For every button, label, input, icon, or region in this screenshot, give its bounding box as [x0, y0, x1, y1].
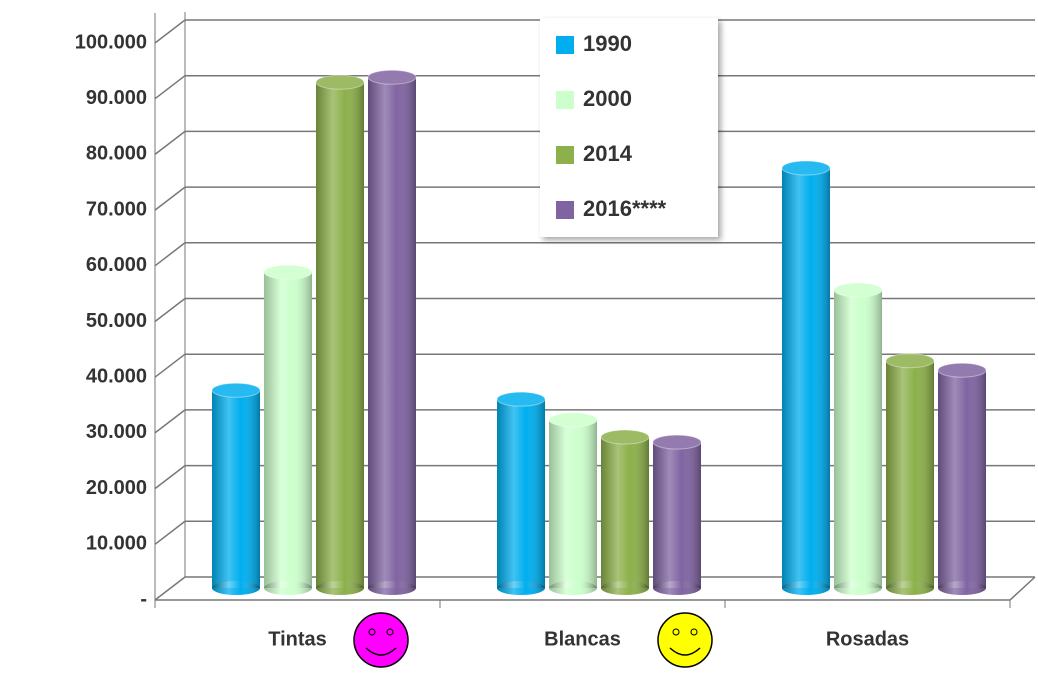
cylinder-top — [315, 74, 365, 90]
legend: 1990 2000 2014 2016**** — [540, 18, 718, 237]
cylinder-top — [885, 353, 935, 369]
legend-swatch — [556, 146, 574, 164]
cylinder-shade — [834, 290, 882, 588]
y-tick-label: - — [140, 588, 147, 610]
cylinder-top-light — [601, 430, 649, 445]
cylinder — [600, 429, 650, 595]
cylinder-top-light — [653, 435, 701, 450]
grid-line — [154, 297, 1035, 323]
y-tick-label: 60.000 — [86, 254, 147, 276]
cylinder-shade — [886, 360, 934, 588]
cylinder — [781, 160, 831, 595]
cylinder-top — [833, 282, 883, 298]
legend-swatch — [556, 91, 574, 109]
cylinder — [367, 69, 417, 595]
grid-line — [154, 464, 1035, 490]
x-tick-label: Blancas — [544, 628, 621, 650]
y-tick-label: 100.000 — [75, 31, 147, 53]
x-tick-label: Tintas — [268, 628, 327, 650]
legend-label: 1990 — [583, 31, 632, 56]
cylinder — [263, 264, 313, 595]
cylinder — [833, 282, 883, 595]
smiley — [657, 612, 713, 668]
y-tick-label: 90.000 — [86, 87, 147, 109]
legend-swatch — [556, 201, 574, 219]
cylinder — [652, 434, 702, 595]
cylinder-top — [652, 434, 702, 450]
cylinder-shade — [212, 390, 260, 588]
cylinder-top-light — [782, 161, 830, 176]
cylinder-shade — [368, 77, 416, 588]
cylinder-shade — [497, 399, 545, 588]
cylinder-top-light — [886, 353, 934, 368]
cylinder — [496, 391, 546, 595]
cylinder-top-light — [834, 283, 882, 298]
y-tick-label: 30.000 — [86, 421, 147, 443]
cylinder — [937, 362, 987, 595]
legend-label: 2014 — [583, 141, 633, 166]
cylinder-top — [496, 391, 546, 407]
cylinder-top — [937, 362, 987, 378]
y-tick-label: 80.000 — [86, 143, 147, 165]
grid-line — [154, 242, 1035, 267]
cylinder — [211, 382, 261, 595]
grid-line — [154, 19, 1035, 44]
grid-line — [154, 130, 1035, 155]
y-tick-label: 40.000 — [86, 365, 147, 387]
grid: - 10.000 20.000 30.000 40.000 50.000 60.000 70.… — [75, 12, 1036, 650]
cylinder-top — [211, 382, 261, 398]
cylinder-shade — [549, 419, 597, 588]
cylinder-top-light — [316, 75, 364, 90]
cylinder-shade — [601, 437, 649, 588]
grid-line — [154, 186, 1035, 211]
cylinder-top-light — [264, 265, 312, 280]
cylinder-top-light — [938, 363, 986, 378]
cylinder-shade — [938, 370, 986, 588]
cylinder-top-light — [212, 383, 260, 398]
cylinder-shade — [782, 168, 830, 588]
grid-line — [154, 409, 1035, 434]
cylinder-shade — [653, 442, 701, 588]
x-tick-label: Rosadas — [826, 628, 909, 650]
cylinder — [315, 74, 365, 595]
cylinder-shade — [264, 272, 312, 588]
y-tick-label: 10.000 — [86, 533, 147, 555]
grid-line — [154, 520, 1035, 545]
cylinder — [885, 353, 935, 595]
cylinder-top-light — [497, 392, 545, 407]
cylinder — [548, 412, 598, 595]
bars — [211, 69, 987, 595]
cylinder-top — [263, 264, 313, 280]
smiley — [353, 612, 409, 668]
legend-label: 2000 — [583, 86, 632, 111]
cylinder-top-light — [368, 70, 416, 85]
axis-wall — [154, 12, 186, 601]
grid-line — [154, 353, 1035, 378]
y-tick-label: 50.000 — [86, 310, 147, 332]
legend-label: 2016**** — [583, 196, 667, 221]
grid-line — [154, 576, 1035, 601]
cylinder-top — [781, 160, 831, 176]
cylinder-shade — [316, 82, 364, 588]
y-tick-label: 70.000 — [86, 198, 147, 220]
y-tick-label: 20.000 — [86, 477, 147, 499]
cylinder-top-light — [549, 412, 597, 427]
legend-swatch — [556, 36, 574, 54]
cylinder-top — [600, 429, 650, 445]
grid-line — [154, 74, 1035, 100]
cylinder-top — [367, 69, 417, 85]
cylinder-top — [548, 412, 598, 428]
legend-box — [540, 18, 718, 237]
